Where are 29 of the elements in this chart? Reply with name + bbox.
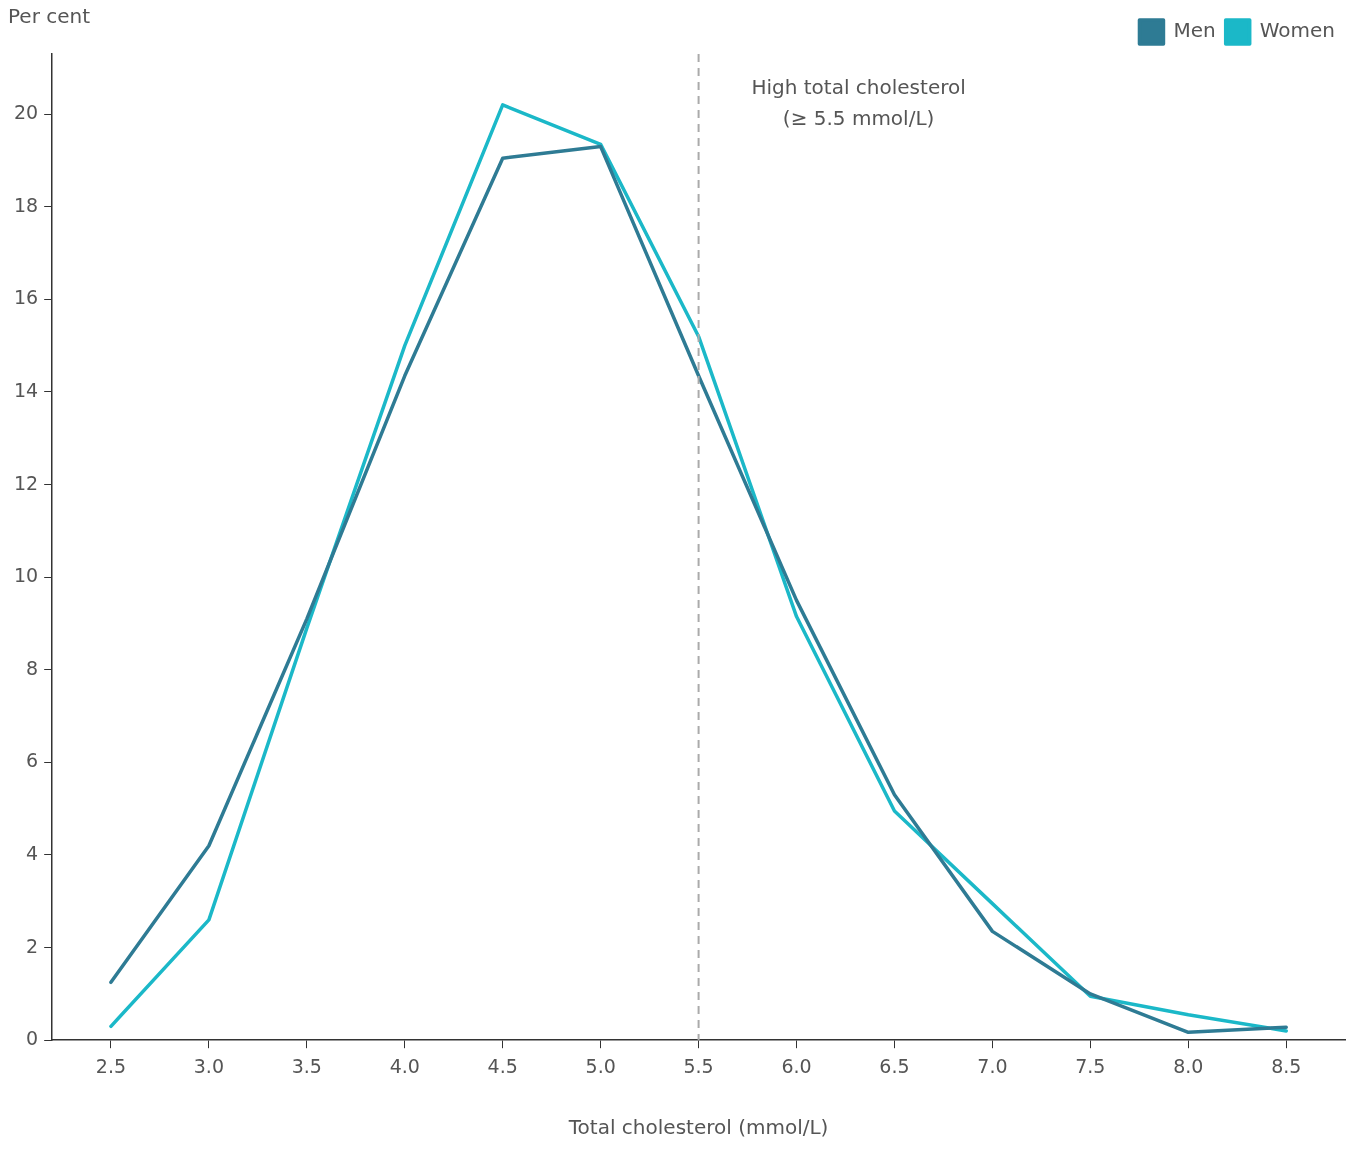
x-tick-label: 6.5 <box>879 1054 910 1077</box>
y-tick-label: 18 <box>13 193 39 216</box>
x-tick-label: 6.0 <box>781 1054 812 1077</box>
x-tick-label: 3.0 <box>193 1054 224 1077</box>
x-tick-label: 2.5 <box>95 1054 127 1077</box>
y-tick-label: 12 <box>13 471 39 494</box>
x-tick-label: 5.5 <box>683 1054 714 1077</box>
x-tick-label: 7.5 <box>1075 1054 1106 1077</box>
y-tick-label: 8 <box>26 656 39 679</box>
y-axis-title: Per cent <box>8 4 91 29</box>
x-tick-label: 4.0 <box>389 1054 420 1077</box>
y-tick-label: 20 <box>13 101 39 124</box>
ref-line-label: High total cholesterol (≥ 5.5 mmol/L) <box>751 75 966 131</box>
x-tick-label: 8.0 <box>1173 1054 1204 1077</box>
x-tick-label: 4.5 <box>487 1054 518 1077</box>
x-tick-label: 5.0 <box>585 1054 616 1077</box>
y-tick-label: 10 <box>13 564 39 587</box>
y-tick-label: 0 <box>26 1027 39 1050</box>
legend-label: Women <box>1259 18 1336 43</box>
y-tick-label: 2 <box>26 934 39 957</box>
y-tick-label: 6 <box>26 749 39 772</box>
legend-label: Men <box>1173 18 1216 43</box>
x-axis-title: Total cholesterol (mmol/L) <box>567 1115 829 1140</box>
y-tick-label: 4 <box>26 841 39 864</box>
x-tick-label: 8.5 <box>1271 1054 1302 1077</box>
x-tick-label: 7.0 <box>977 1054 1008 1077</box>
y-tick-label: 14 <box>13 378 39 401</box>
x-tick-label: 3.5 <box>291 1054 322 1077</box>
y-tick-label: 16 <box>13 286 39 309</box>
